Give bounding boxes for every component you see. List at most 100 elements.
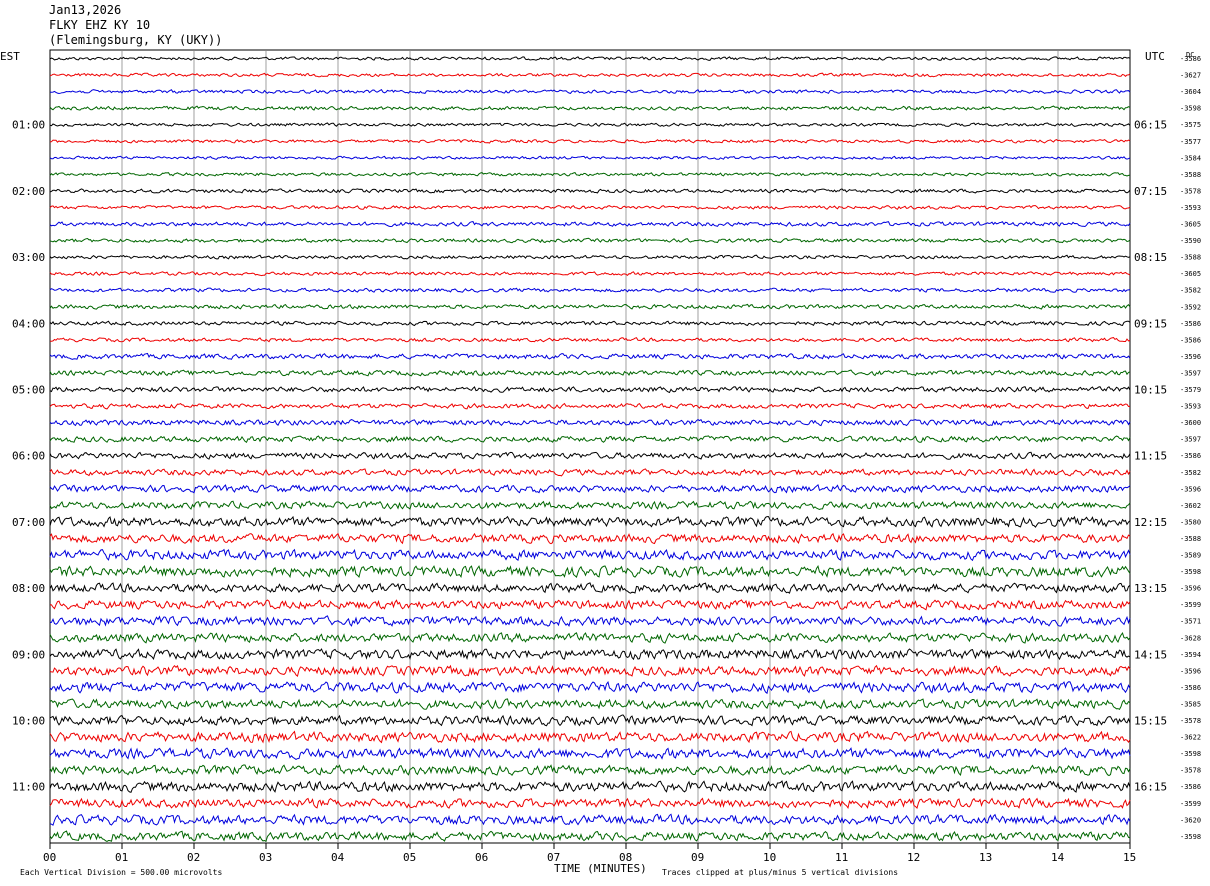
dc-offset-label: -3578	[1180, 717, 1201, 725]
scale-note: Each Vertical Division = 500.00 microvol…	[20, 868, 222, 877]
seismic-trace	[49, 72, 1131, 78]
x-axis-ticks: 00 01 02 03 04 05 06 07 08 09 10 11 12 13 14 15	[43, 843, 1136, 864]
seismic-trace	[49, 747, 1131, 760]
right-hour-label: 16:15	[1134, 781, 1167, 794]
dc-offset-label: -3598	[1180, 568, 1201, 576]
dc-offset-label: -3586	[1180, 783, 1201, 791]
x-tick-label: 06	[475, 851, 488, 864]
seismic-trace	[49, 352, 1131, 360]
right-hour-label: 11:15	[1134, 450, 1167, 463]
dc-offset-label: -3592	[1180, 303, 1201, 311]
seismic-trace	[49, 813, 1131, 826]
dc-offset-label: -3588	[1180, 535, 1201, 543]
seismic-trace	[49, 632, 1131, 644]
left-hour-label: 06:00	[12, 450, 45, 463]
right-hour-label: 12:15	[1134, 516, 1167, 529]
dc-offset-label: -3593	[1180, 204, 1201, 212]
seismic-trace	[49, 139, 1131, 144]
seismic-trace	[49, 254, 1131, 260]
location-label: (Flemingsburg, KY (UKY))	[49, 33, 223, 47]
dc-offset-label: -3622	[1180, 734, 1201, 742]
right-timezone-label: UTC	[1145, 50, 1165, 63]
minute-gridlines	[121, 50, 1059, 843]
dc-offset-label: -3598	[1180, 750, 1201, 758]
dc-offset-label: -3571	[1180, 618, 1201, 626]
left-hour-label: 08:00	[12, 582, 45, 595]
dc-offset-label: -3599	[1180, 800, 1201, 808]
dc-offset-label: -3599	[1180, 601, 1201, 609]
x-tick-label: 05	[403, 851, 416, 864]
x-tick-label: 07	[547, 851, 560, 864]
seismic-trace	[49, 221, 1131, 228]
dc-offset-label: -3586	[1180, 320, 1201, 328]
dc-offset-label: -3600	[1180, 419, 1201, 427]
dc-offset-label: -3605	[1180, 270, 1201, 278]
left-hour-label: 09:00	[12, 648, 45, 661]
seismic-trace	[49, 664, 1131, 677]
dc-offset-label: -3598	[1180, 833, 1201, 841]
x-axis-title: TIME (MINUTES)	[554, 862, 647, 875]
right-hour-label: 15:15	[1134, 715, 1167, 728]
left-hour-label: 07:00	[12, 516, 45, 529]
dc-offset-label: -3593	[1180, 403, 1201, 411]
dc-offset-label: -3580	[1180, 518, 1201, 526]
dc-offset-labels: -3586 -3627 -3604 -3598 -3575 -3577 -3584 -3588…	[1180, 55, 1201, 841]
seismic-trace	[49, 564, 1131, 579]
seismic-traces	[49, 56, 1131, 843]
seismic-trace	[49, 532, 1131, 545]
dc-offset-label: -3577	[1180, 138, 1201, 146]
seismic-trace	[49, 105, 1131, 111]
seismic-trace	[49, 698, 1131, 710]
dc-offset-label: -3578	[1180, 187, 1201, 195]
right-hour-label: 10:15	[1134, 384, 1167, 397]
seismic-trace	[49, 271, 1131, 277]
left-hour-label: 11:00	[12, 781, 45, 794]
x-tick-label: 02	[187, 851, 200, 864]
dc-header-label: DC	[1186, 51, 1194, 59]
dc-offset-label: -3588	[1180, 171, 1201, 179]
left-hour-label: 10:00	[12, 715, 45, 728]
right-hour-label: 08:15	[1134, 251, 1167, 264]
dc-offset-label: -3627	[1180, 72, 1201, 80]
seismic-trace	[49, 303, 1131, 310]
x-tick-label: 00	[43, 851, 56, 864]
x-tick-label: 04	[331, 851, 345, 864]
seismic-trace	[49, 615, 1131, 627]
dc-offset-label: -3597	[1180, 369, 1201, 377]
left-timezone-label: EST	[0, 50, 20, 63]
dc-offset-label: -3598	[1180, 105, 1201, 113]
seismic-trace	[49, 122, 1131, 128]
dc-offset-label: -3590	[1180, 237, 1201, 245]
dc-offset-label: -3596	[1180, 485, 1201, 493]
date-label: Jan13,2026	[49, 3, 122, 17]
seismic-trace	[49, 402, 1131, 410]
hour-labels: 01:00 02:00 03:00 04:00 05:00 06:00 07:00 08:00…	[12, 119, 1167, 794]
x-tick-label: 03	[259, 851, 272, 864]
right-hour-label: 13:15	[1134, 582, 1167, 595]
seismic-trace	[49, 56, 1131, 61]
x-tick-label: 10	[763, 851, 776, 864]
left-hour-label: 04:00	[12, 317, 45, 330]
right-hour-label: 06:15	[1134, 119, 1167, 132]
seismic-trace	[49, 451, 1131, 460]
seismic-trace	[49, 237, 1131, 244]
dc-offset-label: -3596	[1180, 667, 1201, 675]
seismic-trace	[49, 548, 1131, 562]
dc-offset-label: -3596	[1180, 353, 1201, 361]
x-tick-label: 14	[1051, 851, 1065, 864]
dc-offset-label: -3582	[1180, 287, 1201, 295]
seismic-trace	[49, 418, 1131, 427]
seismic-trace	[50, 337, 1131, 343]
x-tick-label: 13	[979, 851, 992, 864]
station-label: FLKY EHZ KY 10	[49, 18, 151, 32]
dc-offset-label: -3588	[1180, 254, 1201, 262]
right-hour-label: 14:15	[1134, 648, 1167, 661]
dc-offset-label: -3579	[1180, 386, 1201, 394]
plot-frame	[49, 49, 1131, 844]
seismic-trace	[49, 320, 1131, 327]
x-tick-label: 15	[1123, 851, 1136, 864]
dc-offset-label: -3586	[1180, 684, 1201, 692]
left-hour-label: 02:00	[12, 185, 45, 198]
seismic-trace	[49, 205, 1131, 210]
seismic-trace	[49, 780, 1131, 793]
